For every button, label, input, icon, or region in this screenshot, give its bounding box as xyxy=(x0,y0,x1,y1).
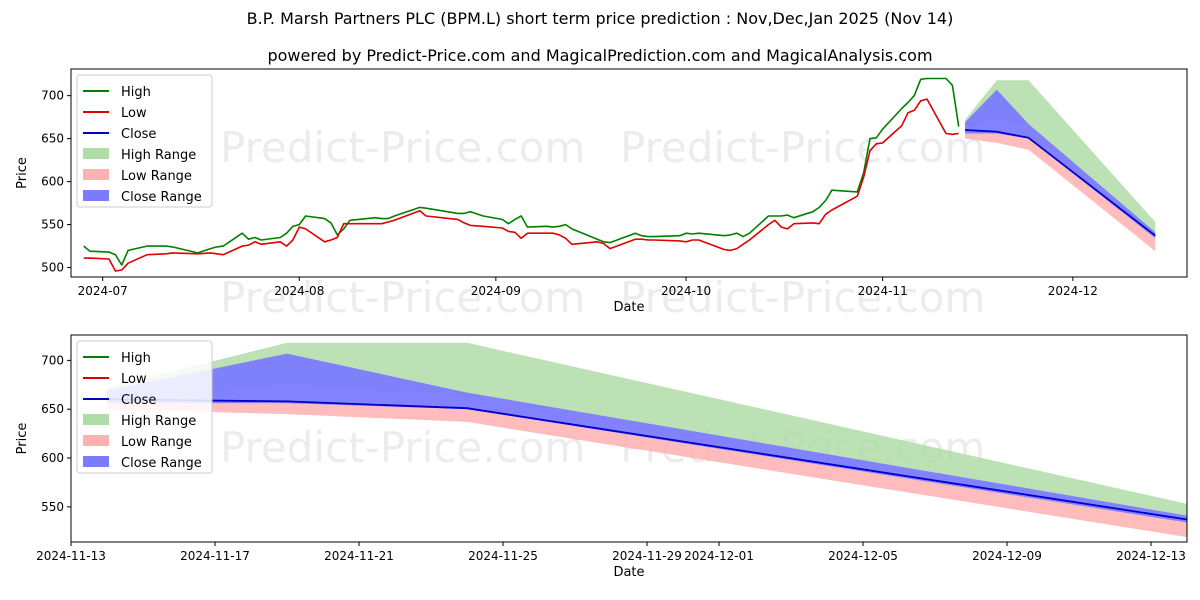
x-tick-label: 2024-11-29 xyxy=(612,549,682,563)
legend-box xyxy=(76,340,213,474)
chart-panel-1: Predict-Price.com Predict-Price.com Predic… xyxy=(15,68,1188,322)
plot-area xyxy=(83,77,1156,272)
x-tick-label: 2024-12-09 xyxy=(972,549,1042,563)
legend-low-label: Low xyxy=(121,106,147,121)
legend-low-range-swatch xyxy=(83,169,109,180)
y-tick-label: 500 xyxy=(41,261,64,275)
watermark: Predict-Price.com xyxy=(220,423,585,472)
chart-panel-2: Predict-Price.comPredict-Price.com550600… xyxy=(15,334,1188,580)
watermark: Predict-Price.com xyxy=(620,273,985,322)
low-series-line xyxy=(83,98,959,272)
y-tick-label: 600 xyxy=(41,175,64,189)
legend-close-label: Close xyxy=(121,127,156,142)
x-tick-label: 2024-08 xyxy=(274,284,324,298)
x-tick-label: 2024-11-21 xyxy=(324,549,394,563)
watermark: Predict-Price.com xyxy=(220,123,585,172)
legend-high-label: High xyxy=(121,85,151,100)
x-axis-label: Date xyxy=(613,565,644,580)
legend-high-range-label: High Range xyxy=(121,148,196,163)
x-tick-label: 2024-11-13 xyxy=(36,549,106,563)
y-tick-label: 550 xyxy=(41,500,64,514)
watermark: Predict-Price.com xyxy=(620,123,985,172)
close-range-band xyxy=(107,353,1187,523)
legend: High Low Close High Range Low Range Close Ran… xyxy=(76,340,213,474)
y-tick-label: 700 xyxy=(41,353,64,367)
legend-close-range-swatch xyxy=(83,190,109,201)
x-tick-label: 2024-11-25 xyxy=(468,549,538,563)
x-tick-label: 2024-12-05 xyxy=(828,549,898,563)
legend-close-range-label: Close Range xyxy=(121,190,202,205)
x-tick-label: 2024-12-01 xyxy=(684,549,754,563)
legend-high-range-swatch xyxy=(83,414,109,425)
y-tick-label: 650 xyxy=(41,402,64,416)
watermark: Predict-Price.com xyxy=(220,273,585,322)
close-series-line xyxy=(965,129,1156,237)
legend-box xyxy=(76,74,213,208)
y-tick-label: 700 xyxy=(41,89,64,103)
x-tick-label: 2024-12 xyxy=(1048,284,1098,298)
y-axis-label: Price xyxy=(15,423,30,455)
legend-close-range-swatch xyxy=(83,456,109,467)
legend-low-range-swatch xyxy=(83,435,109,446)
close-range-band xyxy=(965,89,1156,239)
x-tick-label: 2024-07 xyxy=(78,284,128,298)
legend: High Low Close High Range Low Range Close Ran… xyxy=(76,74,213,208)
legend-high-range-swatch xyxy=(83,148,109,159)
legend-high-range-label: High Range xyxy=(121,414,196,429)
axes-frame xyxy=(70,334,1188,543)
legend-low-label: Low xyxy=(121,372,147,387)
x-tick-label: 2024-11 xyxy=(858,284,908,298)
y-tick-label: 650 xyxy=(41,132,64,146)
chart-title: B.P. Marsh Partners PLC (BPM.L) short te… xyxy=(246,9,954,28)
x-tick-label: 2024-09 xyxy=(471,284,521,298)
chart-subtitle: powered by Predict-Price.com and Magical… xyxy=(267,46,933,65)
y-tick-label: 600 xyxy=(41,451,64,465)
x-tick-label: 2024-12-13 xyxy=(1116,549,1186,563)
legend-close-label: Close xyxy=(121,393,156,408)
watermark-group: Predict-Price.com Predict-Price.com Predic… xyxy=(220,123,985,322)
legend-low-range-label: Low Range xyxy=(121,169,192,184)
legend-close-range-label: Close Range xyxy=(121,456,202,471)
x-tick-label: 2024-11-17 xyxy=(180,549,250,563)
y-axis-label: Price xyxy=(15,157,30,189)
x-tick-label: 2024-10 xyxy=(661,284,711,298)
x-axis-label: Date xyxy=(613,300,644,315)
legend-high-label: High xyxy=(121,351,151,366)
high-series-line xyxy=(83,77,960,266)
legend-low-range-label: Low Range xyxy=(121,435,192,450)
y-tick-label: 550 xyxy=(41,218,64,232)
axes-frame xyxy=(70,68,1188,278)
